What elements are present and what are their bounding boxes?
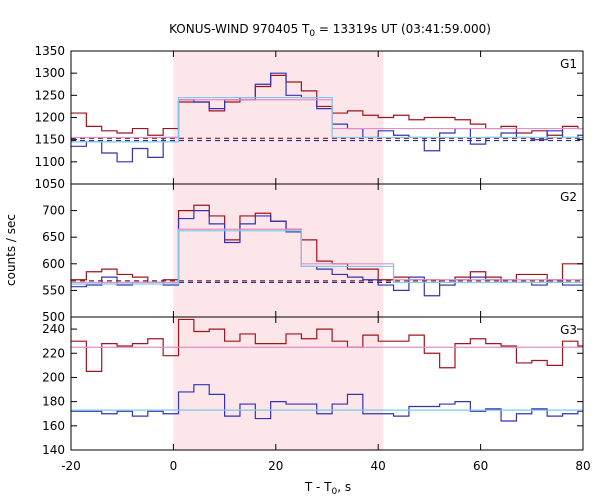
highlight-interval [173, 51, 384, 450]
panel-G2-ytick-label: 600 [42, 257, 65, 271]
x-tick-label: 40 [371, 459, 386, 473]
panel-G2-series-pink [71, 228, 583, 284]
panel-G3-ytick-label: 180 [42, 395, 65, 409]
panel-G3-series-red [71, 318, 583, 373]
chart-title-rest: = 13319s UT (03:41:59.000) [315, 22, 491, 36]
panel-G3-frame [70, 316, 584, 451]
x-tick-label: -20 [61, 459, 81, 473]
x-tick-label: 20 [268, 459, 283, 473]
panel-G1-ytick-label: 1050 [34, 177, 65, 191]
panel-G1-ytick-label: 1100 [34, 155, 65, 169]
panel-G3-ytick-label: 160 [42, 419, 65, 433]
panel-label-G1: G1 [560, 57, 577, 71]
x-axis-label-sub: 0 [332, 487, 338, 497]
panel-G1-series-cyan [71, 96, 583, 143]
panel-G1-ytick-label: 1150 [34, 133, 65, 147]
panel-G1-ytick-label: 1200 [34, 111, 65, 125]
chart-title-sub: 0 [309, 29, 315, 39]
panel-G2-ytick-label: 650 [42, 230, 65, 244]
panel-label-G3: G3 [560, 323, 577, 337]
x-tick-label: 0 [170, 459, 178, 473]
chart-title: KONUS-WIND 970405 T0 = 13319s UT (03:41:… [169, 22, 491, 39]
panel-G3-ytick-label: 220 [42, 346, 65, 360]
chart-title-main: KONUS-WIND 970405 T [169, 22, 310, 36]
panel-G2-ytick-label: 500 [42, 310, 65, 324]
x-tick-label: 80 [575, 459, 590, 473]
panel-G1-ytick-label: 1300 [34, 66, 65, 80]
plot-layer: 1050110011501200125013001350G15005506006… [34, 44, 590, 473]
panel-G3-ytick-label: 200 [42, 370, 65, 384]
panel-G3-series-blue [71, 384, 583, 422]
x-axis-label: T - T0, s [304, 480, 351, 497]
panel-G2-ytick-label: 550 [42, 283, 65, 297]
x-axis-label-rest: , s [337, 480, 351, 494]
panel-G1-ytick-label: 1250 [34, 88, 65, 102]
panel-label-G2: G2 [560, 190, 577, 204]
panel-G3-ytick-label: 140 [42, 443, 65, 457]
panel-G2-ytick-label: 700 [42, 204, 65, 218]
y-axis-label: counts / sec [4, 214, 18, 286]
panel-G1-ytick-label: 1350 [34, 44, 65, 58]
panel-G3-ytick-label: 240 [42, 322, 65, 336]
x-tick-label: 60 [473, 459, 488, 473]
x-axis-label-main: T - T [304, 480, 332, 494]
panel-G2-series-cyan [71, 230, 583, 285]
